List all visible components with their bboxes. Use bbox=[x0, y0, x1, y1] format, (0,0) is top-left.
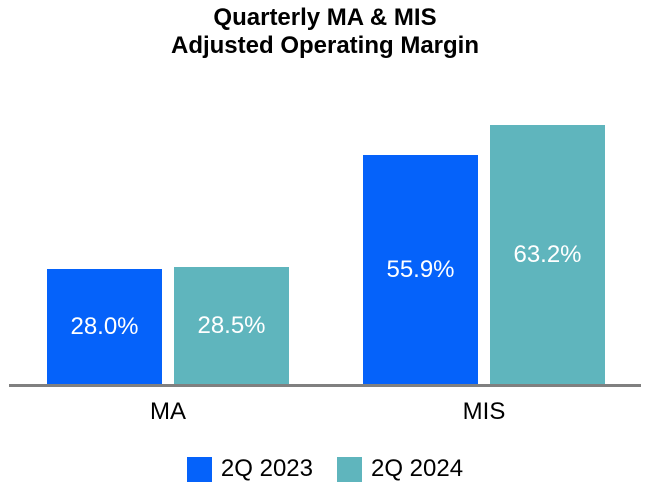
chart-title-line-2: Adjusted Operating Margin bbox=[170, 32, 479, 59]
bar-value-label-ma-2q-2024: 28.5% bbox=[197, 311, 266, 339]
legend-label-2q-2023: 2Q 2023 bbox=[220, 455, 313, 482]
legend-label-2q-2024: 2Q 2024 bbox=[371, 455, 464, 482]
chart-title-line-1: Quarterly MA & MIS bbox=[213, 4, 437, 31]
legend-swatch-2q-2023 bbox=[186, 456, 212, 482]
bar-ma-2q-2024: 28.5% bbox=[174, 267, 289, 384]
chart-title: Quarterly MA & MIS Adjusted Operating Ma… bbox=[0, 4, 650, 60]
bar-value-label-ma-2q-2023: 28.0% bbox=[70, 312, 139, 340]
legend: 2Q 2023 2Q 2024 bbox=[0, 455, 650, 483]
legend-item-2q-2024: 2Q 2024 bbox=[337, 455, 463, 483]
x-axis-label-mis: MIS bbox=[462, 398, 506, 425]
bar-mis-2q-2024: 63.2% bbox=[490, 125, 605, 384]
bar-value-label-mis-2q-2023: 55.9% bbox=[386, 255, 455, 283]
legend-item-2q-2023: 2Q 2023 bbox=[186, 455, 313, 483]
legend-swatch-2q-2024 bbox=[337, 456, 362, 482]
x-axis-label-ma: MA bbox=[150, 398, 186, 425]
x-axis-line bbox=[9, 384, 641, 387]
bar-mis-2q-2023: 55.9% bbox=[363, 155, 478, 384]
bar-value-label-mis-2q-2024: 63.2% bbox=[513, 240, 582, 268]
plot-area: 28.0% 28.5% 55.9% 63.2% bbox=[0, 90, 650, 384]
bar-ma-2q-2023: 28.0% bbox=[47, 269, 162, 384]
